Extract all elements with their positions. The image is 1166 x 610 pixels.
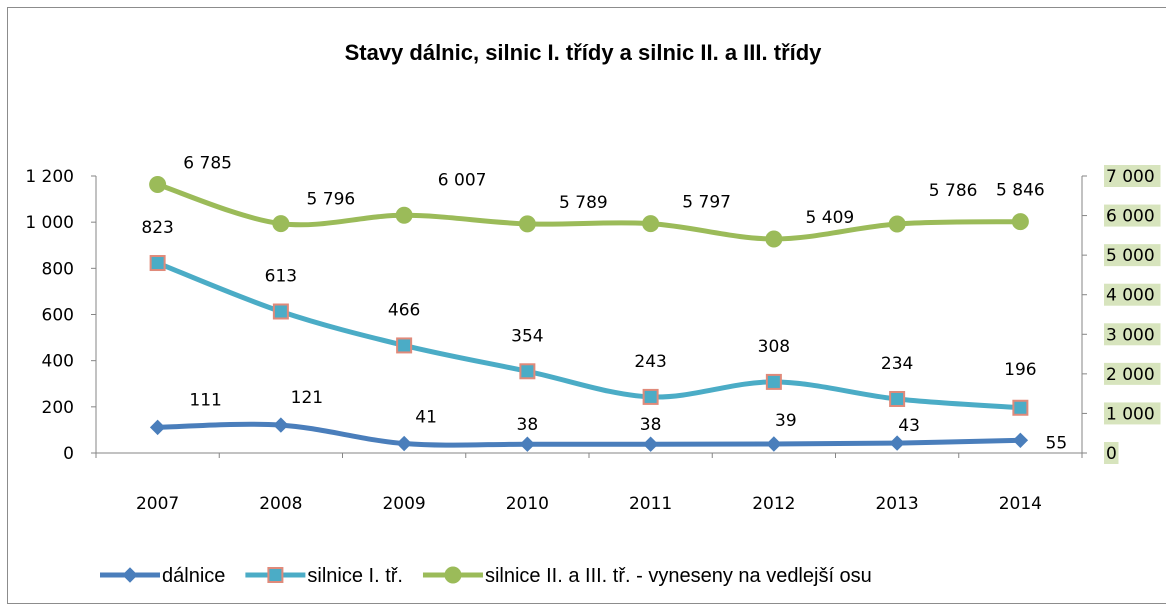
- series-line-silnice-2-3: [156, 182, 1021, 242]
- data-point-silnice-1: [272, 303, 289, 320]
- y-right-tick-background: [1104, 165, 1161, 187]
- data-point-silnice-2-3: [149, 176, 167, 194]
- data-label-silnice-1: 823: [141, 218, 173, 238]
- y-right-tick-label: 3 000: [1106, 325, 1155, 345]
- chart-frame: [7, 7, 1166, 604]
- legend-label-silnice-2-3: silnice II. a III. tř. - vyneseny na ved…: [485, 565, 872, 587]
- data-label-dalnice: 38: [640, 415, 662, 435]
- data-point-dalnice: [149, 419, 166, 436]
- y-left-tick-label: 1 000: [25, 213, 74, 233]
- data-point-silnice-2-3: [888, 215, 906, 233]
- data-point-dalnice: [396, 435, 412, 452]
- y-left-tick-label: 400: [42, 352, 74, 372]
- y-right-tick-label: 1 000: [1106, 404, 1155, 424]
- data-point-silnice-2-3: [395, 206, 413, 224]
- y-right-tick-label: 2 000: [1106, 365, 1155, 385]
- data-label-dalnice: 111: [189, 390, 221, 410]
- x-tick-label: 2011: [629, 494, 672, 514]
- data-point-silnice-1: [519, 363, 536, 380]
- data-point-silnice-1: [149, 255, 166, 272]
- y-right-tick-background: [1104, 323, 1161, 346]
- y-right-tick-label: 7 000: [1106, 167, 1155, 187]
- data-label-dalnice: 55: [1046, 433, 1068, 453]
- data-label-silnice-1: 308: [758, 337, 790, 357]
- y-left-tick-label: 600: [42, 306, 74, 326]
- data-label-silnice-2-3: 5 797: [682, 193, 731, 213]
- y-right-tick-background: [1104, 402, 1161, 425]
- x-tick-label: 2013: [875, 494, 918, 514]
- data-label-silnice-2-3: 6 007: [438, 170, 487, 190]
- chart-title: Stavy dálnic, silnic I. třídy a silnic I…: [344, 40, 822, 65]
- data-label-silnice-2-3: 5 846: [996, 181, 1045, 201]
- data-point-dalnice: [642, 436, 659, 452]
- data-point-silnice-1: [396, 337, 413, 354]
- data-point-dalnice: [889, 435, 905, 451]
- data-label-dalnice: 121: [291, 388, 323, 408]
- legend-marker-dalnice: [122, 567, 138, 583]
- x-tick-label: 2009: [382, 494, 425, 514]
- data-point-silnice-1: [765, 373, 782, 390]
- y-left-tick-label: 0: [63, 444, 74, 464]
- y-right-tick-background: [1104, 283, 1161, 306]
- y-right-tick-label: 6 000: [1106, 207, 1155, 227]
- y-left-tick-label: 200: [42, 398, 74, 418]
- y-left-tick-label: 1 200: [25, 167, 74, 187]
- y-left-tick-label: 800: [42, 259, 74, 279]
- data-label-silnice-2-3: 5 796: [307, 190, 356, 210]
- x-tick-label: 2012: [752, 494, 795, 514]
- data-point-silnice-2-3: [1011, 213, 1029, 231]
- legend-label-dalnice: dálnice: [162, 565, 225, 587]
- data-label-dalnice: 41: [415, 408, 437, 428]
- data-point-dalnice: [766, 436, 782, 452]
- data-label-silnice-1: 354: [511, 326, 543, 346]
- data-label-dalnice: 38: [517, 415, 539, 435]
- data-label-silnice-1: 196: [1004, 360, 1036, 380]
- series-line-dalnice: [157, 421, 1021, 448]
- data-point-silnice-2-3: [518, 215, 536, 233]
- data-label-silnice-1: 613: [265, 266, 297, 286]
- x-tick-label: 2014: [999, 494, 1042, 514]
- data-point-silnice-2-3: [272, 215, 290, 233]
- data-point-dalnice: [273, 417, 289, 433]
- data-label-dalnice: 43: [898, 416, 920, 436]
- legend-marker-silnice-2-3: [444, 566, 462, 584]
- x-tick-label: 2010: [506, 494, 549, 514]
- data-label-silnice-2-3: 6 785: [183, 154, 232, 174]
- data-point-dalnice: [519, 436, 536, 452]
- data-label-silnice-2-3: 5 789: [559, 193, 608, 213]
- data-label-silnice-2-3: 5 409: [806, 208, 855, 228]
- y-right-tick-background: [1104, 362, 1161, 385]
- y-right-tick-background: [1104, 442, 1119, 464]
- y-right-tick-background: [1104, 204, 1161, 227]
- data-label-dalnice: 39: [775, 411, 797, 431]
- data-point-silnice-1: [1012, 399, 1029, 416]
- data-point-silnice-2-3: [642, 215, 660, 233]
- data-point-silnice-1: [889, 390, 906, 407]
- y-right-tick-label: 5 000: [1106, 246, 1155, 266]
- data-label-silnice-1: 243: [634, 352, 666, 372]
- series-line-silnice-1: [156, 260, 1021, 411]
- legend-marker-silnice-1: [267, 567, 284, 583]
- legend-label-silnice-1: silnice I. tř.: [307, 565, 403, 587]
- data-point-silnice-1: [642, 388, 659, 405]
- y-right-tick-label: 0: [1106, 444, 1117, 464]
- y-right-tick-label: 4 000: [1106, 286, 1155, 306]
- data-label-silnice-1: 466: [388, 300, 420, 320]
- data-point-dalnice: [1012, 432, 1029, 449]
- data-point-silnice-2-3: [765, 230, 783, 248]
- y-right-tick-background: [1104, 244, 1161, 267]
- x-tick-label: 2008: [259, 494, 302, 514]
- data-label-silnice-1: 234: [881, 354, 913, 374]
- x-tick-label: 2007: [136, 494, 179, 514]
- data-label-silnice-2-3: 5 786: [929, 181, 978, 201]
